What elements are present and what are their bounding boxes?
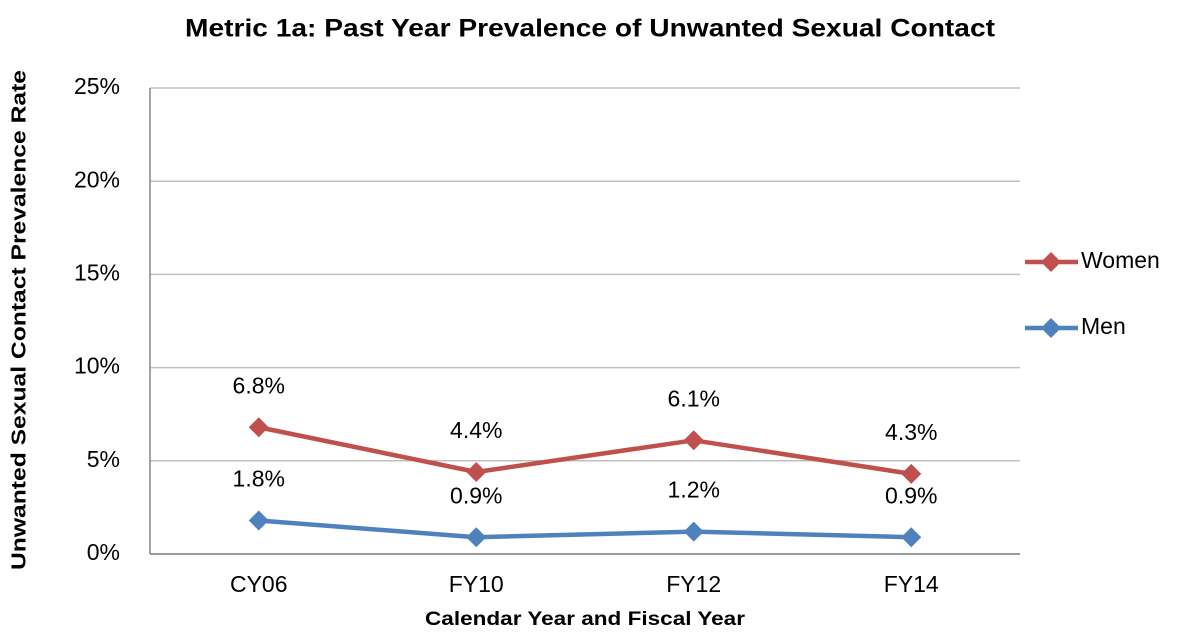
x-tick-label: FY10 bbox=[449, 571, 504, 597]
y-axis-title: Unwanted Sexual Contact Prevalence Rate bbox=[8, 70, 30, 570]
x-tick-label: FY12 bbox=[666, 571, 721, 597]
marker bbox=[248, 417, 269, 438]
marker bbox=[683, 430, 704, 451]
y-tick-label: 20% bbox=[74, 166, 120, 192]
series-line bbox=[258, 425, 912, 477]
marker bbox=[466, 527, 487, 548]
x-axis-title: Calendar Year and Fiscal Year bbox=[425, 609, 746, 630]
legend-label: Men bbox=[1081, 313, 1126, 339]
marker bbox=[683, 521, 704, 542]
data-label: 6.1% bbox=[668, 385, 720, 411]
data-label: 0.9% bbox=[450, 482, 502, 508]
data-label: 6.8% bbox=[233, 372, 285, 398]
y-tick-label: 15% bbox=[74, 259, 120, 285]
marker bbox=[466, 461, 487, 482]
data-label: 4.3% bbox=[885, 419, 937, 445]
series-line bbox=[258, 518, 912, 540]
marker bbox=[901, 527, 922, 548]
y-tick-label: 5% bbox=[87, 446, 120, 472]
y-tick-label: 0% bbox=[87, 539, 120, 565]
legend-label: Women bbox=[1081, 247, 1160, 273]
legend-marker bbox=[1041, 252, 1061, 272]
data-label: 4.4% bbox=[450, 417, 502, 443]
data-label: 0.9% bbox=[885, 482, 937, 508]
y-tick-label: 10% bbox=[74, 353, 120, 379]
data-label: 1.2% bbox=[668, 477, 720, 503]
marker bbox=[901, 463, 922, 484]
y-tick-label: 25% bbox=[74, 73, 120, 99]
x-tick-label: CY06 bbox=[230, 571, 288, 597]
chart-title: Metric 1a: Past Year Prevalence of Unwan… bbox=[185, 15, 996, 43]
marker bbox=[248, 510, 269, 531]
x-tick-label: FY14 bbox=[884, 571, 939, 597]
legend-marker bbox=[1041, 318, 1061, 338]
data-label: 1.8% bbox=[233, 466, 285, 492]
